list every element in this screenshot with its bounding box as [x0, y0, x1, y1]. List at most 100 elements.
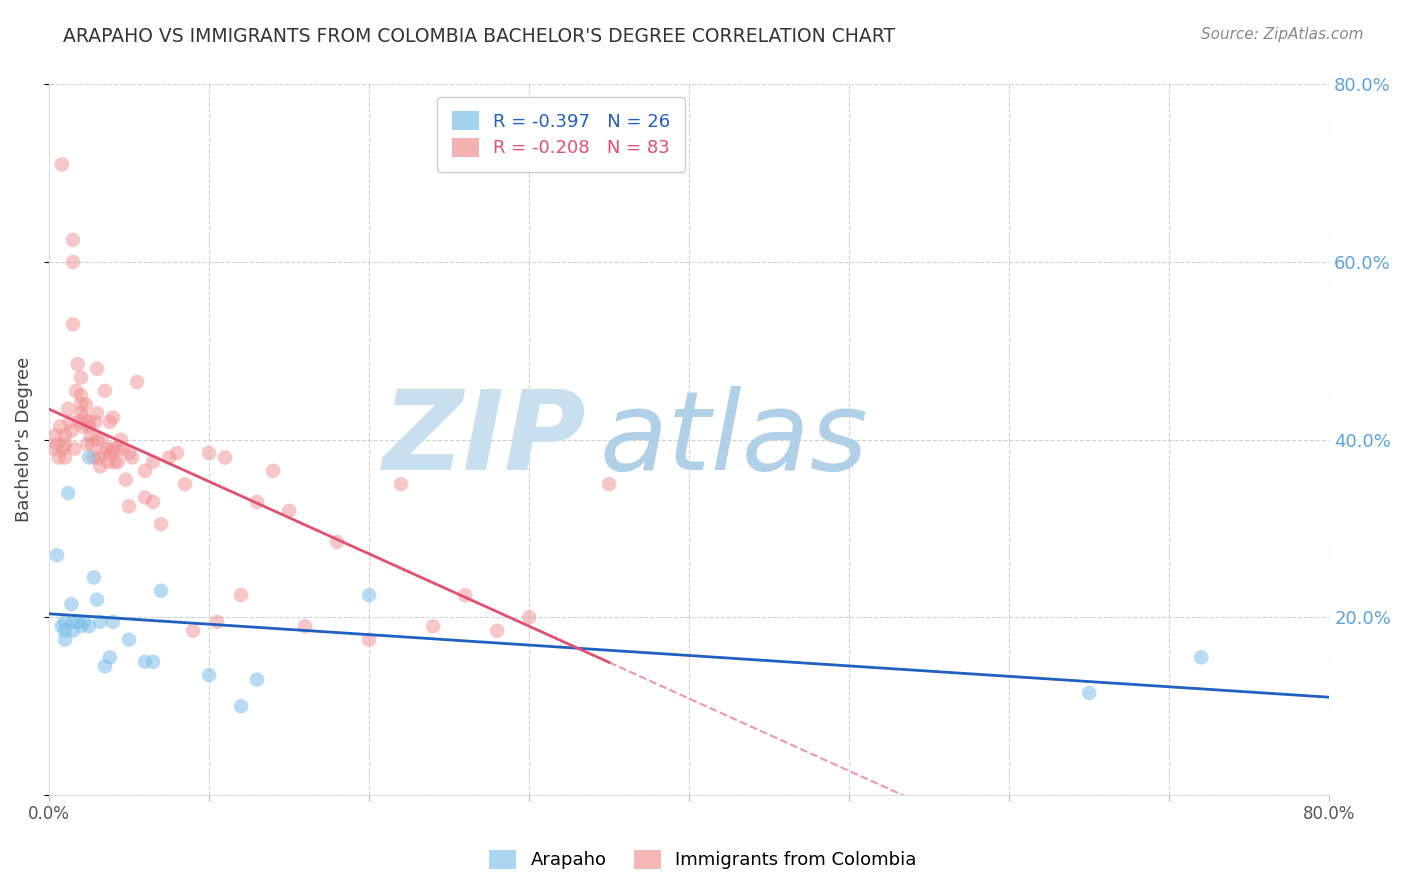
Point [84, 415, 107, 429]
Point [49, 419, 72, 434]
Point [134, 655, 156, 669]
Point [56, 401, 79, 416]
Point [105, 442, 128, 456]
Point [56, 486, 79, 500]
Point [77, 619, 100, 633]
Point [262, 464, 284, 478]
Point [114, 473, 136, 487]
Point [83, 450, 105, 465]
Point [121, 450, 143, 465]
Point [94, 659, 117, 673]
Point [89, 459, 111, 474]
Point [294, 619, 316, 633]
Point [389, 477, 412, 491]
Point [87, 450, 110, 465]
Point [142, 655, 165, 669]
Point [157, 450, 180, 465]
Point [278, 504, 301, 518]
Point [134, 491, 156, 505]
Point [198, 446, 221, 460]
Point [44, 428, 66, 442]
Point [48, 450, 70, 465]
Point [422, 619, 444, 633]
Point [82, 437, 104, 451]
Point [110, 433, 132, 447]
Point [246, 673, 269, 687]
Point [52, 442, 75, 456]
Point [205, 615, 228, 629]
Legend: R = -0.397   N = 26, R = -0.208   N = 83: R = -0.397 N = 26, R = -0.208 N = 83 [437, 97, 685, 172]
Point [53, 450, 76, 465]
Point [70, 370, 93, 384]
Point [357, 632, 380, 647]
Point [62, 615, 84, 629]
Point [181, 624, 204, 638]
Point [174, 477, 197, 491]
Point [142, 455, 165, 469]
Point [60, 597, 83, 611]
Point [142, 495, 165, 509]
Point [46, 548, 69, 562]
Point [72, 419, 94, 434]
Point [101, 410, 124, 425]
Point [53, 428, 76, 442]
Point [79, 428, 101, 442]
Point [77, 415, 100, 429]
Point [150, 583, 173, 598]
Point [198, 668, 221, 682]
Point [98, 415, 121, 429]
Point [101, 615, 124, 629]
Point [77, 450, 100, 465]
Point [1078, 686, 1101, 700]
Point [134, 464, 156, 478]
Point [90, 433, 112, 447]
Point [73, 615, 96, 629]
Point [118, 446, 141, 460]
Point [97, 455, 120, 469]
Text: ZIP: ZIP [384, 386, 586, 493]
Point [118, 500, 141, 514]
Point [76, 437, 98, 451]
Point [101, 442, 124, 456]
Point [96, 442, 118, 456]
Point [70, 388, 93, 402]
Point [86, 361, 108, 376]
Point [107, 455, 129, 469]
Point [89, 615, 111, 629]
Point [357, 588, 380, 602]
Point [454, 588, 477, 602]
Point [98, 650, 121, 665]
Point [70, 406, 93, 420]
Point [326, 535, 349, 549]
Point [46, 437, 69, 451]
Point [65, 384, 87, 398]
Point [103, 455, 125, 469]
Point [62, 624, 84, 638]
Point [60, 424, 83, 438]
Point [100, 446, 122, 460]
Point [86, 592, 108, 607]
Point [66, 357, 89, 371]
Point [51, 619, 73, 633]
Point [86, 433, 108, 447]
Y-axis label: Bachelor's Degree: Bachelor's Degree [15, 357, 32, 523]
Point [66, 615, 89, 629]
Point [63, 442, 86, 456]
Point [59, 415, 82, 429]
Point [53, 624, 76, 638]
Point [75, 397, 97, 411]
Point [598, 477, 620, 491]
Point [83, 570, 105, 584]
Text: atlas: atlas [599, 386, 868, 493]
Point [150, 517, 173, 532]
Point [67, 415, 90, 429]
Point [1189, 650, 1212, 665]
Point [118, 632, 141, 647]
Point [53, 615, 76, 629]
Point [93, 446, 115, 460]
Point [111, 442, 134, 456]
Point [42, 442, 65, 456]
Point [51, 157, 73, 171]
Point [77, 419, 100, 434]
Point [53, 632, 76, 647]
